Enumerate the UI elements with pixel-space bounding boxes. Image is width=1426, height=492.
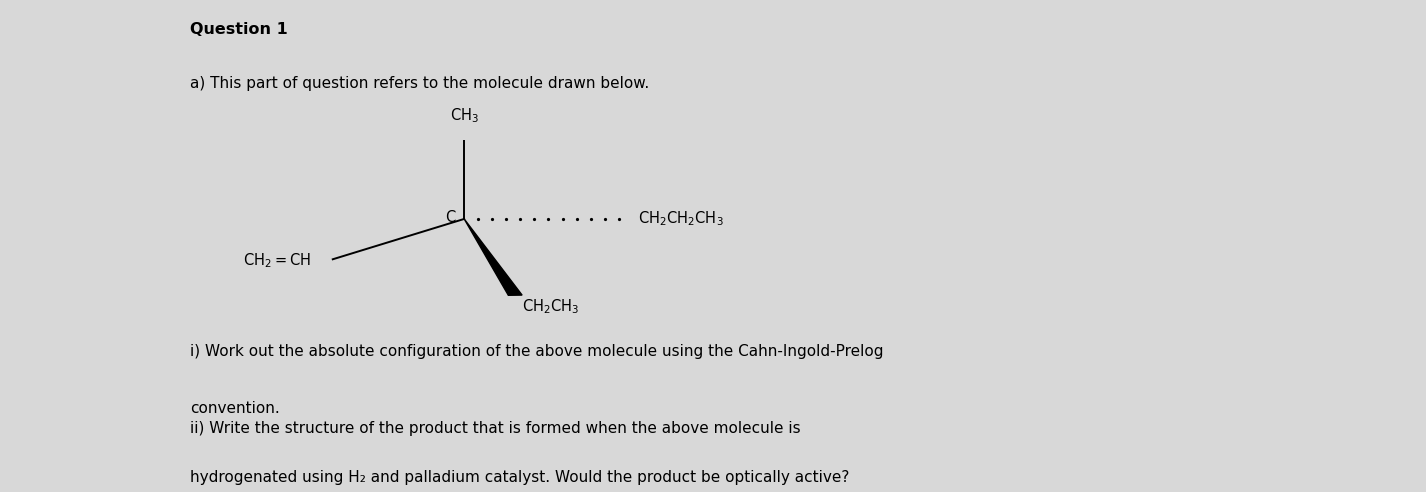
Text: $\mathrm{CH_2{=}CH}$: $\mathrm{CH_2{=}CH}$ [242,251,311,270]
Polygon shape [465,219,522,295]
Text: C: C [445,211,455,225]
Text: $\mathrm{CH_2CH_3}$: $\mathrm{CH_2CH_3}$ [522,298,579,316]
Text: i) Work out the absolute configuration of the above molecule using the Cahn-Ingo: i) Work out the absolute configuration o… [190,344,883,359]
Text: $\mathrm{CH_2CH_2CH_3}$: $\mathrm{CH_2CH_2CH_3}$ [637,210,723,228]
Text: hydrogenated using H₂ and palladium catalyst. Would the product be optically act: hydrogenated using H₂ and palladium cata… [190,470,850,485]
Text: $\mathrm{CH_3}$: $\mathrm{CH_3}$ [449,107,479,125]
Text: Question 1: Question 1 [190,22,288,37]
Text: convention.: convention. [190,401,279,416]
Text: ii) Write the structure of the product that is formed when the above molecule is: ii) Write the structure of the product t… [190,421,800,435]
Text: a) This part of question refers to the molecule drawn below.: a) This part of question refers to the m… [190,76,649,91]
